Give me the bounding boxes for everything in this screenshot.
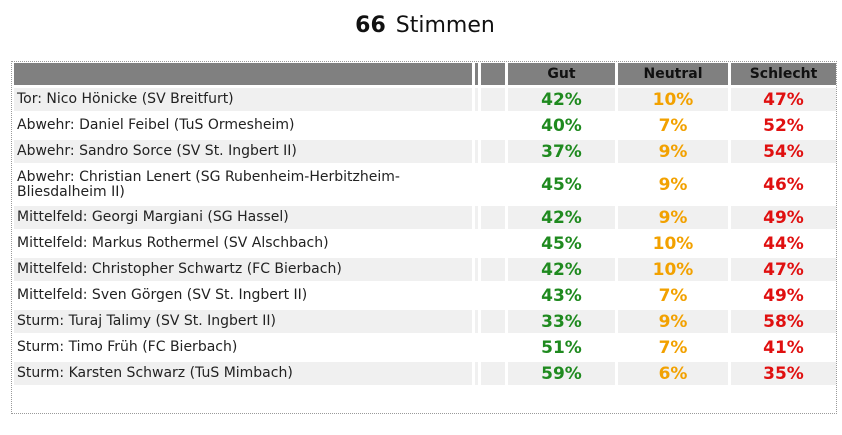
player-name: Abwehr: Daniel Feibel (TuS Ormesheim) (14, 111, 472, 137)
row-separator (472, 359, 478, 385)
percent-gut: 42% (505, 255, 615, 281)
percent-neutral: 7% (615, 281, 728, 307)
table-row: Mittelfeld: Sven Görgen (SV St. Ingbert … (14, 281, 836, 307)
table-header-row: Gut Neutral Schlecht (14, 63, 836, 85)
table-row: Mittelfeld: Markus Rothermel (SV Alschba… (14, 229, 836, 255)
percent-gut: 40% (505, 111, 615, 137)
table-row: Abwehr: Christian Lenert (SG Rubenheim-H… (14, 163, 836, 203)
percent-schlecht: 54% (728, 137, 836, 163)
player-name: Mittelfeld: Sven Görgen (SV St. Ingbert … (14, 281, 472, 307)
percent-gut: 51% (505, 333, 615, 359)
row-spacer (478, 111, 505, 137)
percent-gut: 45% (505, 163, 615, 203)
player-name: Sturm: Karsten Schwarz (TuS Mimbach) (14, 359, 472, 385)
table-row: Tor: Nico Hönicke (SV Breitfurt) 42% 10% 47… (14, 85, 836, 111)
percent-schlecht: 58% (728, 307, 836, 333)
row-separator (472, 307, 478, 333)
player-name: Tor: Nico Hönicke (SV Breitfurt) (14, 85, 472, 111)
row-separator (472, 111, 478, 137)
player-name: Mittelfeld: Christopher Schwartz (FC Bie… (14, 255, 472, 281)
player-name: Sturm: Timo Früh (FC Bierbach) (14, 333, 472, 359)
row-spacer (478, 255, 505, 281)
percent-neutral: 6% (615, 359, 728, 385)
header-schlecht: Schlecht (728, 63, 836, 85)
percent-schlecht: 35% (728, 359, 836, 385)
percent-schlecht: 49% (728, 281, 836, 307)
table-row: Mittelfeld: Christopher Schwartz (FC Bie… (14, 255, 836, 281)
player-name: Sturm: Turaj Talimy (SV St. Ingbert II) (14, 307, 472, 333)
vote-total-title: 66 Stimmen (0, 10, 842, 42)
row-spacer (478, 203, 505, 229)
row-spacer (478, 163, 505, 203)
percent-schlecht: 47% (728, 85, 836, 111)
row-separator (472, 203, 478, 229)
percent-gut: 45% (505, 229, 615, 255)
player-name: Mittelfeld: Georgi Margiani (SG Hassel) (14, 203, 472, 229)
percent-neutral: 9% (615, 163, 728, 203)
player-name: Abwehr: Sandro Sorce (SV St. Ingbert II) (14, 137, 472, 163)
row-spacer (478, 281, 505, 307)
percent-schlecht: 47% (728, 255, 836, 281)
table-row: Abwehr: Sandro Sorce (SV St. Ingbert II)… (14, 137, 836, 163)
percent-schlecht: 46% (728, 163, 836, 203)
percent-neutral: 9% (615, 137, 728, 163)
vote-label: Stimmen (395, 13, 495, 38)
row-spacer (478, 359, 505, 385)
percent-gut: 59% (505, 359, 615, 385)
rating-table: Gut Neutral Schlecht Tor: Nico Hönicke (… (14, 63, 836, 385)
percent-neutral: 10% (615, 229, 728, 255)
header-separator (472, 63, 478, 85)
row-spacer (478, 333, 505, 359)
row-spacer (478, 137, 505, 163)
percent-neutral: 9% (615, 307, 728, 333)
header-name-column (14, 63, 472, 85)
percent-gut: 43% (505, 281, 615, 307)
table-row: Sturm: Turaj Talimy (SV St. Ingbert II) 3… (14, 307, 836, 333)
table-row: Mittelfeld: Georgi Margiani (SG Hassel) 4… (14, 203, 836, 229)
percent-schlecht: 44% (728, 229, 836, 255)
header-gut: Gut (505, 63, 615, 85)
table-body: Tor: Nico Hönicke (SV Breitfurt) 42% 10% 47… (14, 85, 836, 385)
percent-schlecht: 49% (728, 203, 836, 229)
percent-schlecht: 52% (728, 111, 836, 137)
row-spacer (478, 307, 505, 333)
percent-neutral: 9% (615, 203, 728, 229)
table-row: Sturm: Karsten Schwarz (TuS Mimbach) 59% 6… (14, 359, 836, 385)
percent-neutral: 10% (615, 85, 728, 111)
percent-neutral: 10% (615, 255, 728, 281)
percent-neutral: 7% (615, 111, 728, 137)
row-separator (472, 137, 478, 163)
percent-gut: 42% (505, 85, 615, 111)
percent-neutral: 7% (615, 333, 728, 359)
percent-gut: 42% (505, 203, 615, 229)
table-row: Abwehr: Daniel Feibel (TuS Ormesheim) 40%… (14, 111, 836, 137)
header-spacer (478, 63, 505, 85)
percent-schlecht: 41% (728, 333, 836, 359)
row-spacer (478, 229, 505, 255)
row-separator (472, 255, 478, 281)
row-separator (472, 281, 478, 307)
percent-gut: 37% (505, 137, 615, 163)
row-separator (472, 85, 478, 111)
row-separator (472, 163, 478, 203)
vote-count: 66 (355, 13, 386, 38)
player-name: Mittelfeld: Markus Rothermel (SV Alschba… (14, 229, 472, 255)
table-row: Sturm: Timo Früh (FC Bierbach) 51% 7% 41% (14, 333, 836, 359)
row-spacer (478, 85, 505, 111)
player-name: Abwehr: Christian Lenert (SG Rubenheim-H… (14, 163, 472, 203)
row-separator (472, 333, 478, 359)
header-neutral: Neutral (615, 63, 728, 85)
percent-gut: 33% (505, 307, 615, 333)
row-separator (472, 229, 478, 255)
table-frame (11, 61, 837, 414)
